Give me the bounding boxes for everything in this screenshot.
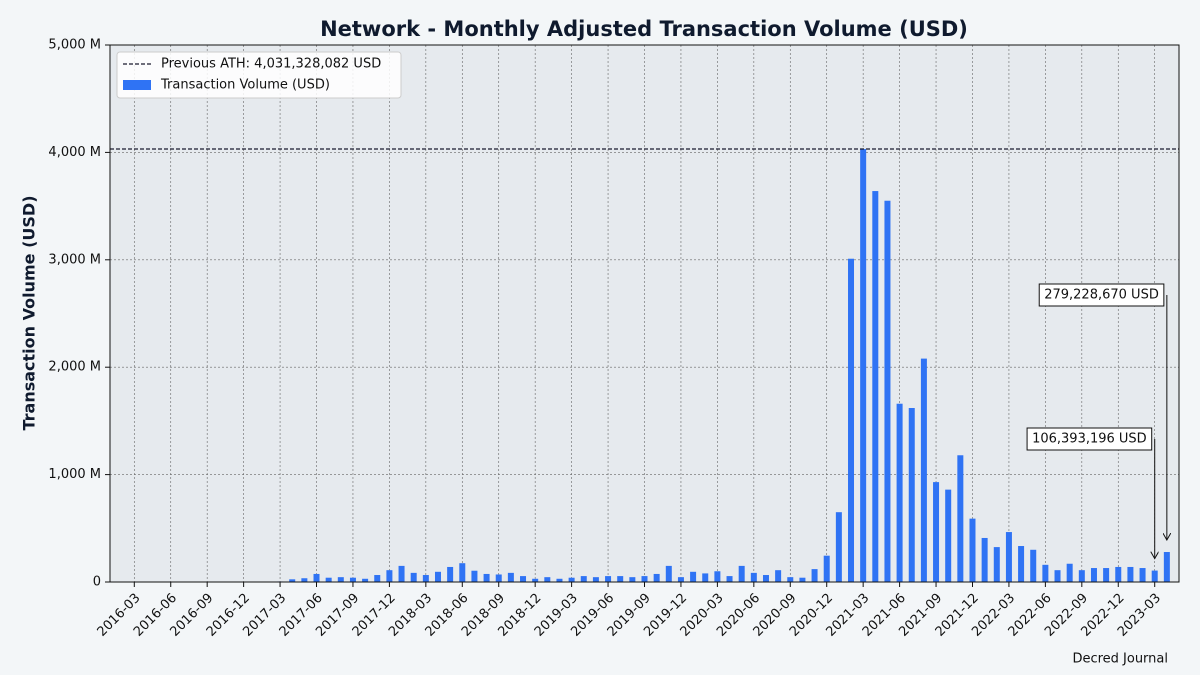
annotation-box — [1038, 283, 1165, 307]
bar — [908, 408, 915, 582]
bar — [884, 200, 891, 583]
bar — [848, 258, 855, 582]
bar — [374, 575, 381, 582]
bar — [362, 578, 369, 582]
bar — [580, 576, 587, 582]
bar — [957, 455, 964, 582]
source: Decred Journal — [1072, 652, 1168, 667]
bar — [993, 547, 1000, 582]
y-tick-label: 4,000 M — [48, 145, 101, 160]
bar — [520, 576, 527, 582]
bar — [447, 566, 454, 582]
bar — [835, 512, 842, 582]
annotation-text: 106,393,196 USD — [1032, 432, 1147, 447]
bar — [933, 482, 940, 582]
bar — [507, 572, 514, 582]
bar — [313, 573, 320, 582]
bar — [544, 577, 551, 582]
bar — [1042, 564, 1049, 582]
bar — [775, 570, 782, 582]
legend: Previous ATH: 4,031,328,082 USD Transacti… — [116, 51, 402, 99]
bar — [1030, 549, 1037, 582]
bar — [1115, 566, 1122, 582]
y-tick-label: 5,000 M — [48, 38, 101, 53]
bar — [702, 573, 709, 582]
y-tick-label: 0 — [93, 575, 101, 590]
bar — [823, 555, 830, 582]
y-tick-label: 1,000 M — [48, 467, 101, 482]
bar — [860, 149, 867, 582]
y-tick-label: 2,000 M — [48, 360, 101, 375]
bar — [787, 577, 794, 582]
bar — [289, 579, 296, 582]
bar — [483, 573, 490, 582]
bar — [325, 577, 332, 582]
bar — [568, 577, 575, 582]
plot-frame — [109, 44, 1180, 583]
bar — [1078, 570, 1085, 582]
bar — [1018, 546, 1025, 582]
bar — [629, 577, 636, 582]
bar — [811, 569, 818, 582]
bar — [1090, 568, 1097, 582]
annotation-text: 279,228,670 USD — [1044, 288, 1159, 303]
bar — [653, 573, 660, 582]
bar — [1163, 552, 1170, 582]
bar — [969, 518, 976, 582]
bar — [690, 571, 697, 582]
bar — [641, 576, 648, 582]
bar — [592, 577, 599, 582]
bar — [349, 577, 356, 582]
bar — [495, 574, 502, 582]
legend-label: Transaction Volume (USD) — [160, 78, 330, 93]
bar — [434, 571, 441, 582]
bar — [1054, 570, 1061, 582]
bar — [1151, 570, 1158, 582]
bar — [1127, 566, 1134, 582]
bar — [920, 358, 927, 582]
bar — [799, 577, 806, 582]
bar — [945, 489, 952, 582]
bar — [459, 563, 466, 582]
bar — [410, 572, 417, 582]
bar — [301, 578, 308, 582]
bar — [896, 403, 903, 582]
bar — [605, 576, 612, 582]
chart-title: Network - Monthly Adjusted Transaction V… — [320, 17, 968, 41]
bar — [1066, 563, 1073, 582]
bar — [471, 570, 478, 582]
bar — [750, 572, 757, 582]
bar — [665, 565, 672, 582]
bar — [726, 576, 733, 582]
bar — [738, 565, 745, 582]
bar — [677, 577, 684, 582]
bar — [617, 576, 624, 582]
y-axis-label: Transaction Volume (USD) — [20, 195, 39, 430]
bar — [1103, 568, 1110, 582]
legend-swatch — [123, 80, 151, 90]
bar — [714, 571, 721, 582]
bar — [532, 578, 539, 582]
annotation-box — [1026, 427, 1153, 451]
bar — [556, 578, 563, 582]
bar — [1139, 568, 1146, 582]
bar — [981, 537, 988, 582]
bar — [337, 577, 344, 582]
bar — [872, 191, 879, 582]
legend-box — [116, 51, 402, 99]
bar — [422, 575, 429, 582]
y-tick-label: 3,000 M — [48, 252, 101, 267]
bar — [762, 575, 769, 582]
bar — [1005, 532, 1012, 582]
legend-label: Previous ATH: 4,031,328,082 USD — [161, 57, 381, 72]
bar — [386, 570, 393, 582]
bar — [398, 565, 405, 582]
